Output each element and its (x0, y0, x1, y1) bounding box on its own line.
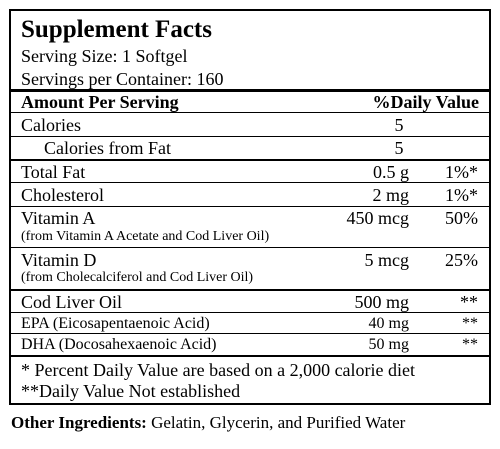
divider (11, 182, 489, 183)
calories-label: Calories (21, 115, 81, 135)
epa-dv: ** (462, 315, 478, 332)
vitamin-d-dv: 25% (445, 250, 478, 270)
cholesterol-dv: 1%* (445, 185, 478, 205)
total-fat-label: Total Fat (21, 162, 86, 182)
calories-amount: 5 (394, 115, 404, 135)
vitamin-a-dv: 50% (445, 208, 478, 228)
cod-liver-oil-amount: 500 mg (354, 292, 409, 312)
serving-size: Serving Size: 1 Softgel (21, 46, 188, 66)
footnote-not-established: **Daily Value Not established (21, 381, 241, 401)
other-ingredients-label: Other Ingredients: (11, 413, 147, 432)
amount-per-serving-heading: Amount Per Serving (21, 92, 179, 112)
vitamin-d-source: (from Cholecalciferol and Cod Liver Oil) (21, 270, 254, 285)
vitamin-d-amount: 5 mcg (364, 250, 410, 270)
divider (11, 136, 489, 137)
dha-dv: ** (462, 336, 478, 353)
panel-title: Supplement Facts (21, 16, 212, 43)
footnote-percent-dv: * Percent Daily Value are based on a 2,0… (21, 360, 416, 380)
divider (11, 312, 489, 313)
other-ingredients-text: Gelatin, Glycerin, and Purified Water (146, 413, 406, 432)
dha-amount: 50 mg (368, 336, 409, 353)
cholesterol-amount: 2 mg (372, 185, 409, 205)
cod-liver-oil-label: Cod Liver Oil (21, 292, 122, 312)
dha-label: DHA (Docosahexaenoic Acid) (21, 336, 217, 353)
cholesterol-label: Cholesterol (21, 185, 104, 205)
vitamin-a-label: Vitamin A (21, 208, 96, 228)
total-fat-dv: 1%* (445, 162, 478, 182)
divider (11, 333, 489, 334)
vitamin-d-label: Vitamin D (21, 250, 97, 270)
calories-from-fat-amount: 5 (394, 138, 404, 158)
divider (11, 355, 489, 357)
total-fat-amount: 0.5 g (373, 162, 409, 182)
daily-value-heading: %Daily Value (372, 92, 479, 112)
other-ingredients: Other Ingredients: Gelatin, Glycerin, an… (11, 413, 405, 433)
thick-divider (11, 89, 489, 92)
divider (11, 247, 489, 248)
epa-label: EPA (Eicosapentaenoic Acid) (21, 315, 210, 332)
vitamin-a-amount: 450 mcg (346, 208, 410, 228)
divider (11, 112, 489, 113)
vitamin-a-source: (from Vitamin A Acetate and Cod Liver Oi… (21, 229, 270, 244)
calories-from-fat-label: Calories from Fat (44, 138, 171, 158)
divider (11, 206, 489, 207)
cod-liver-oil-dv: ** (460, 292, 478, 312)
epa-amount: 40 mg (368, 315, 409, 332)
divider (11, 159, 489, 161)
supplement-facts-panel: Supplement Facts Serving Size: 1 Softgel… (9, 9, 491, 405)
divider (11, 289, 489, 291)
servings-per-container: Servings per Container: 160 (21, 69, 224, 89)
